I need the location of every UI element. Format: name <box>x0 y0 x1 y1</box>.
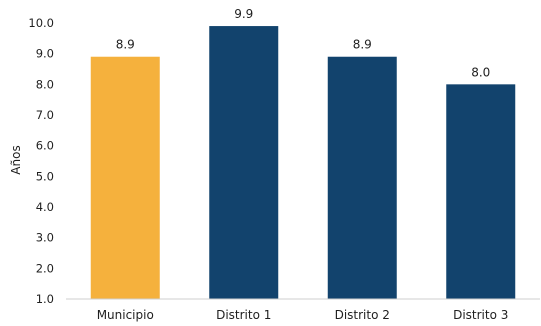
bar-value-label: 8.0 <box>471 65 490 79</box>
y-tick-label: 9.0 <box>36 47 54 61</box>
bar <box>446 84 516 299</box>
y-tick-label: 4.0 <box>36 200 54 214</box>
y-tick-label: 5.0 <box>36 169 54 183</box>
y-tick-label: 6.0 <box>36 139 54 153</box>
bar-value-label: 9.9 <box>234 7 253 21</box>
x-category-label: Distrito 3 <box>453 308 508 322</box>
x-axis-labels: Municipio Distrito 1 Distrito 2 Distrito 3 <box>97 308 509 322</box>
y-tick-label: 10.0 <box>28 16 54 30</box>
x-category-label: Municipio <box>97 308 154 322</box>
x-category-label: Distrito 1 <box>216 308 271 322</box>
bar-series <box>90 26 516 300</box>
y-tick-label: 3.0 <box>36 231 54 245</box>
bar <box>209 26 279 300</box>
y-tick-label: 1.0 <box>36 292 54 306</box>
y-tick-label: 2.0 <box>36 261 54 275</box>
bar <box>327 56 397 299</box>
y-axis-ticks: 1.0 2.0 3.0 4.0 5.0 6.0 7.0 8.0 9.0 10.0 <box>28 16 54 306</box>
y-tick-label: 8.0 <box>36 77 54 91</box>
bar <box>90 56 160 299</box>
bar-value-label: 8.9 <box>353 38 372 52</box>
data-labels: 8.9 9.9 8.9 8.0 <box>116 7 491 79</box>
x-category-label: Distrito 2 <box>335 308 390 322</box>
y-axis-title: Años <box>9 145 23 174</box>
bar-value-label: 8.9 <box>116 38 135 52</box>
y-tick-label: 7.0 <box>36 108 54 122</box>
